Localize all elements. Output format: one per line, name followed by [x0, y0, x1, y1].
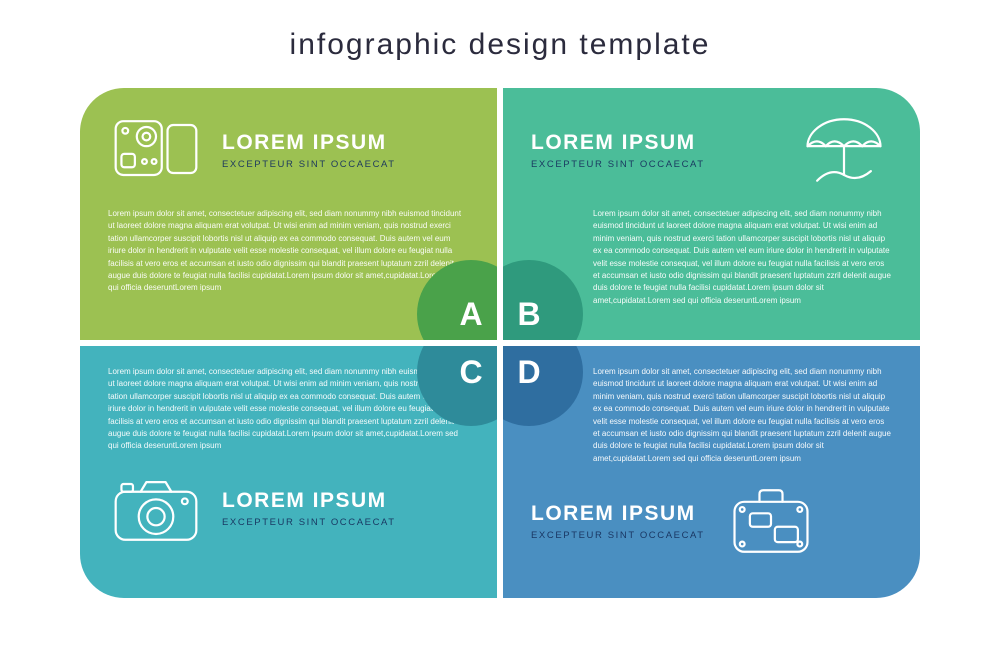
infographic-grid: LOREM IPSUM EXCEPTEUR SINT OCCAECAT Lore… — [80, 88, 920, 598]
card-subheading: EXCEPTEUR SINT OCCAECAT — [531, 159, 778, 170]
card-a: LOREM IPSUM EXCEPTEUR SINT OCCAECAT Lore… — [80, 88, 497, 340]
card-heading: LOREM IPSUM — [531, 131, 778, 155]
photo-camera-icon — [108, 469, 204, 549]
card-heading: LOREM IPSUM — [531, 502, 705, 526]
card-subheading: EXCEPTEUR SINT OCCAECAT — [531, 530, 705, 541]
action-camera-icon — [108, 110, 204, 190]
beach-umbrella-icon — [796, 110, 892, 190]
card-subheading: EXCEPTEUR SINT OCCAECAT — [222, 159, 469, 170]
card-heading: LOREM IPSUM — [222, 131, 469, 155]
card-b: LOREM IPSUM EXCEPTEUR SINT OCCAECAT — [503, 88, 920, 340]
page-title: infographic design template — [0, 28, 1000, 62]
card-d: Lorem ipsum dolor sit amet, consectetuer… — [503, 346, 920, 598]
card-subheading: EXCEPTEUR SINT OCCAECAT — [222, 517, 396, 528]
suitcase-icon — [723, 481, 819, 561]
card-heading: LOREM IPSUM — [222, 489, 396, 513]
card-c: Lorem ipsum dolor sit amet, consectetuer… — [80, 346, 497, 598]
